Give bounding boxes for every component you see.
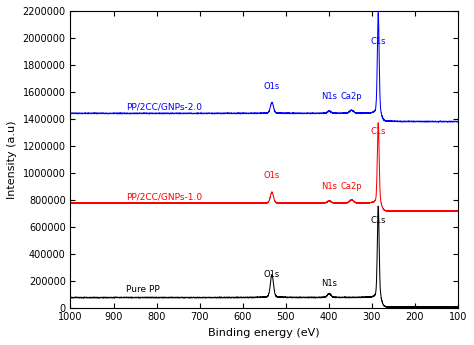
Text: N1s: N1s [321,279,337,288]
Text: N1s: N1s [321,92,337,101]
Text: PP/2CC/GNPs-2.0: PP/2CC/GNPs-2.0 [127,102,202,111]
Text: N1s: N1s [321,183,337,191]
Text: PP/2CC/GNPs-1.0: PP/2CC/GNPs-1.0 [127,193,202,201]
Text: Ca2p: Ca2p [341,183,362,191]
Text: Pure PP: Pure PP [127,285,160,294]
Text: C1s: C1s [371,216,386,225]
Text: O1s: O1s [264,270,280,279]
Y-axis label: Intensity (a.u): Intensity (a.u) [7,120,17,198]
Text: C1s: C1s [371,127,386,136]
Text: O1s: O1s [264,81,280,90]
Text: Ca2p: Ca2p [341,92,362,101]
Text: O1s: O1s [264,171,280,180]
X-axis label: Binding energy (eV): Binding energy (eV) [209,328,320,338]
Text: C1s: C1s [371,37,386,46]
